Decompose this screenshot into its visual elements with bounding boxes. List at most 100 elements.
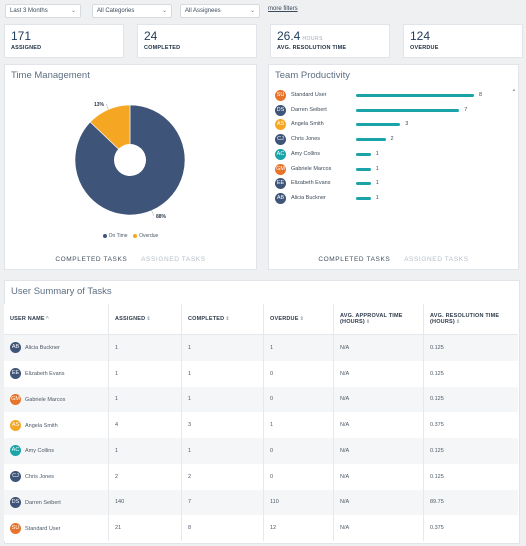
slice-leader-line (151, 210, 155, 217)
col-avg-resolution[interactable]: AVG. RESOLUTION TIME (HOURS)⇕ (423, 304, 518, 335)
cell-assigned: 140 (108, 489, 182, 516)
kpi-label: AVG. RESOLUTION TIME (277, 45, 347, 51)
time-management-tabs: COMPLETED TASKS ASSIGNED TASKS (5, 256, 256, 263)
date-range-dropdown[interactable]: Last 3 Months ⌄ (5, 4, 81, 18)
cell-completed: 3 (181, 412, 264, 438)
user-name: Standard User (291, 92, 327, 98)
legend-label-overdue: Overdue (139, 233, 159, 239)
scroll-up-icon[interactable]: ▲ (512, 87, 516, 92)
chevron-down-icon: ⌄ (70, 8, 76, 14)
cell-resolution: 0.125 (423, 334, 518, 361)
pie-legend: On Time Overdue (5, 233, 256, 239)
cell-overdue: 0 (263, 360, 334, 387)
scrollbar[interactable]: ▲ ▼ (512, 87, 516, 309)
cell-assigned: 1 (108, 360, 182, 387)
cell-assigned: 1 (108, 438, 182, 464)
table-header-row: USER NAME^ ASSIGNED⇕ COMPLETED⇕ OVERDUE⇕… (4, 304, 518, 335)
avatar: CJ (275, 134, 286, 146)
bar-value-label: 1 (375, 194, 379, 201)
table-row: AB Alicia Buckner 1 1 1 N/A 0.125 (4, 334, 518, 361)
sort-icon: ^ (45, 316, 49, 322)
bar-value-label: 8 (479, 92, 483, 98)
cell-completed: 1 (181, 386, 264, 413)
cell-overdue: 0 (263, 386, 334, 413)
cell-approval: N/A (333, 386, 424, 413)
tab-completed-tasks[interactable]: COMPLETED TASKS (318, 256, 391, 263)
user-name: Alicia Buckner (291, 194, 326, 201)
slice-label: 88% (156, 214, 167, 220)
col-label: COMPLETED (188, 316, 225, 322)
slice-leader-line (105, 103, 109, 110)
col-assigned[interactable]: ASSIGNED⇕ (108, 304, 182, 335)
avatar: DS (275, 104, 286, 116)
donut-hole (114, 144, 146, 176)
col-overdue[interactable]: OVERDUE⇕ (263, 304, 334, 335)
cell-resolution: 0.375 (423, 515, 518, 541)
chevron-down-icon: ⌄ (249, 8, 255, 14)
productivity-row: DS Darren Seibert 7 (275, 104, 520, 119)
table-row: GM Gabriele Marcos 1 1 0 N/A 0.125 (4, 386, 518, 413)
cell-overdue: 0 (263, 438, 334, 464)
col-label: USER NAME (10, 316, 45, 322)
user-summary-table: USER NAME^ ASSIGNED⇕ COMPLETED⇕ OVERDUE⇕… (4, 304, 518, 541)
col-label: OVERDUE (270, 316, 299, 322)
panel-title: Team Productivity (275, 70, 350, 81)
col-label: ASSIGNED (115, 316, 146, 322)
avatar: EE (10, 368, 21, 380)
avatar: GM (275, 163, 286, 175)
user-name: Elizabeth Evans (25, 371, 65, 378)
pie-chart: 88% 13% (74, 102, 186, 220)
avatar: AS (10, 419, 21, 431)
cell-overdue: 0 (263, 463, 334, 490)
sort-icon: ⇕ (365, 319, 371, 325)
cell-user: DS Darren Seibert (4, 489, 109, 516)
avatar: DS (10, 496, 21, 508)
kpi-unit: HOURS (302, 36, 323, 42)
cell-resolution: 89.75 (423, 489, 518, 516)
productivity-row: AC Amy Collins 1 (275, 148, 520, 163)
cell-resolution: 0.125 (423, 438, 518, 464)
user-name: Angela Smith (25, 422, 58, 429)
cell-user: AB Alicia Buckner (4, 334, 109, 361)
assignees-dropdown[interactable]: All Assignees ⌄ (180, 4, 260, 18)
sort-icon: ⇕ (455, 319, 461, 325)
productivity-row: CJ Chris Jones 2 (275, 134, 520, 148)
user-name: Darren Seibert (291, 106, 327, 113)
cell-resolution: 0.375 (423, 412, 518, 438)
avatar: EE (275, 178, 286, 190)
sort-icon: ⇕ (225, 316, 230, 322)
sort-icon: ⇕ (146, 316, 151, 322)
cell-approval: N/A (333, 360, 424, 387)
tab-completed-tasks[interactable]: COMPLETED TASKS (55, 256, 128, 263)
cell-user: CJ Chris Jones (4, 463, 109, 490)
categories-dropdown[interactable]: All Categories ⌄ (92, 4, 172, 18)
bar-value-label: 3 (405, 121, 409, 128)
bar (356, 123, 401, 127)
col-user-name[interactable]: USER NAME^ (4, 304, 109, 335)
col-avg-approval[interactable]: AVG. APPROVAL TIME (HOURS)⇕ (333, 304, 424, 335)
avatar: SU (10, 522, 21, 534)
team-productivity-panel: Team Productivity SU Standard User 8 DS Darr… (268, 64, 520, 309)
col-completed[interactable]: COMPLETED⇕ (181, 304, 264, 335)
bar (356, 167, 371, 171)
bar (356, 138, 386, 142)
legend-label-on-time: On Time (108, 233, 128, 239)
cell-approval: N/A (333, 515, 424, 541)
table-row: AC Amy Collins 1 1 0 N/A 0.125 (4, 438, 518, 464)
productivity-row: SU Standard User 8 (275, 90, 520, 104)
sort-icon: ⇕ (299, 316, 304, 322)
more-filters-link[interactable]: more filters (268, 6, 298, 12)
avatar: AC (10, 445, 21, 457)
tab-assigned-tasks[interactable]: ASSIGNED TASKS (404, 256, 469, 263)
tab-assigned-tasks[interactable]: ASSIGNED TASKS (141, 256, 206, 263)
kpi-completed: 24 COMPLETED (137, 24, 257, 58)
avatar: SU (275, 90, 286, 101)
cell-completed: 8 (181, 515, 264, 541)
kpi-number: 26.4 (277, 29, 301, 43)
user-name: Alicia Buckner (25, 345, 60, 352)
bar-value-label: 2 (390, 136, 394, 143)
table-row: DS Darren Seibert 140 7 110 N/A 89.75 (4, 489, 518, 516)
kpi-value: 171 (11, 29, 32, 43)
cell-overdue: 1 (263, 334, 334, 361)
cell-approval: N/A (333, 334, 424, 361)
